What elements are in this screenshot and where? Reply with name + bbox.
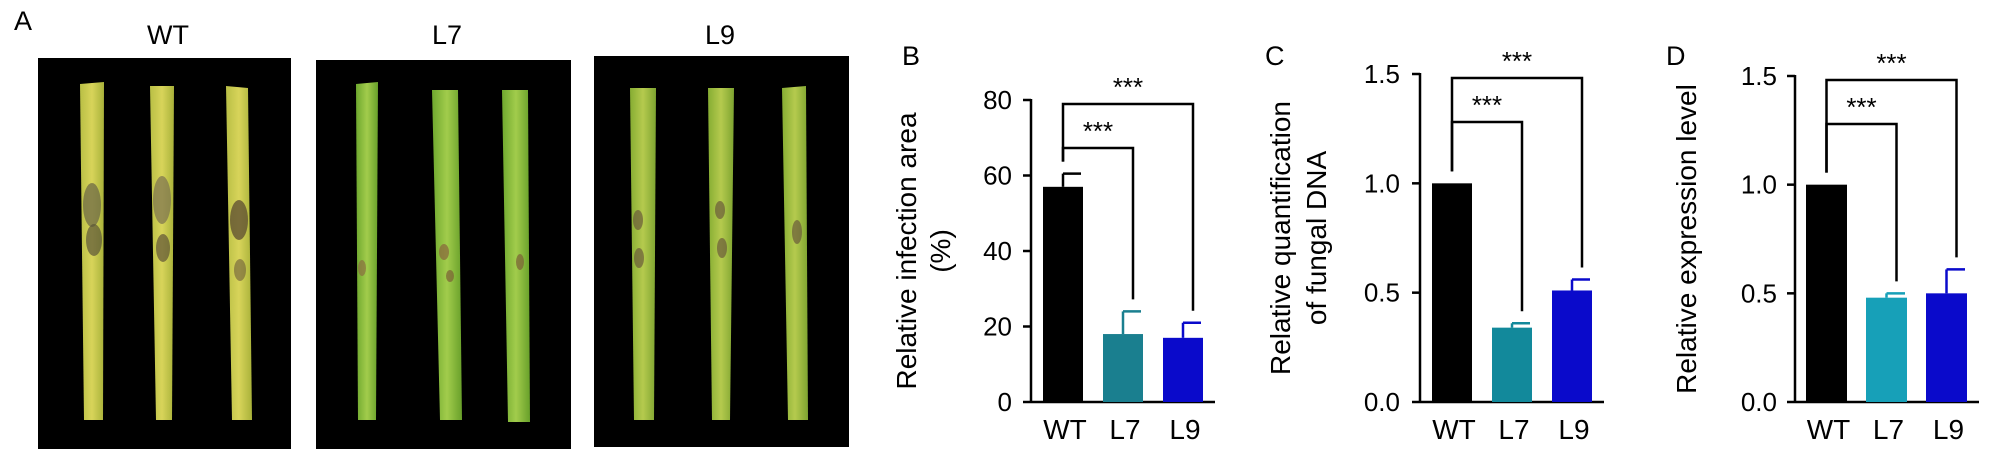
photo-label-l9: L9 [705, 20, 735, 50]
panel-letter: D [1666, 41, 1686, 71]
lesion [153, 176, 171, 224]
x-category-label: L9 [1933, 414, 1964, 445]
x-category-label: WT [1432, 414, 1476, 445]
y-tick-label: 1.5 [1741, 61, 1777, 91]
y-axis-label: Relative expression level [1671, 84, 1702, 394]
significance-label: *** [1083, 116, 1113, 146]
lesion [717, 238, 727, 258]
significance-label: *** [1472, 90, 1502, 120]
bar-l9 [1552, 290, 1592, 402]
panel-letter-a: A [14, 6, 32, 36]
leaf-blade [226, 86, 252, 420]
photo-label-l7: L7 [432, 20, 462, 50]
lesion [634, 248, 644, 268]
lesion [446, 270, 454, 282]
x-category-label: L7 [1873, 414, 1904, 445]
bar-wt [1043, 186, 1083, 402]
significance-bracket [1825, 78, 1958, 258]
leaf-blade [356, 82, 378, 420]
y-tick-label: 1.0 [1364, 168, 1400, 198]
lesion [715, 201, 725, 219]
lesion [234, 259, 246, 281]
bar-wt [1432, 183, 1472, 402]
y-tick-label: 80 [983, 85, 1012, 115]
y-tick-label: 20 [983, 312, 1012, 342]
y-tick-label: 0 [998, 387, 1012, 417]
x-category-label: WT [1043, 414, 1087, 445]
significance-bracket [1450, 76, 1584, 268]
x-category-label: L9 [1558, 414, 1589, 445]
y-tick-label: 0.0 [1741, 387, 1777, 417]
significance-label: *** [1113, 72, 1143, 102]
bar-l9 [1163, 337, 1203, 402]
lesion [439, 244, 449, 260]
bar-l7 [1103, 334, 1143, 402]
y-tick-label: 1.0 [1741, 170, 1777, 200]
chart-c: C 0.0 0.5 1.0 1.5 Relative quantification of f… [1265, 41, 1604, 445]
leaf-blade [502, 90, 530, 422]
x-category-label: L7 [1109, 414, 1140, 445]
lesion [86, 224, 102, 256]
lesion [792, 220, 802, 244]
lesion [516, 254, 524, 270]
y-axis-label: (%) [925, 229, 956, 273]
bar-l7 [1866, 297, 1907, 402]
significance-label: *** [1502, 46, 1532, 76]
significance-bracket [1061, 102, 1195, 311]
bar-l7 [1492, 327, 1532, 402]
leaf-photo-l7 [316, 60, 571, 449]
significance-label: *** [1846, 92, 1876, 122]
chart-b: B 0 20 40 60 80 Relative infection area (%) WT L7… [891, 41, 1215, 445]
lesion [358, 260, 366, 276]
lesion [633, 210, 643, 230]
y-tick-label: 1.5 [1364, 59, 1400, 89]
lesion [83, 183, 101, 227]
leaf-blade [782, 86, 808, 420]
y-tick-label: 60 [983, 161, 1012, 191]
y-axis-label: Relative quantification [1265, 101, 1296, 375]
x-category-label: WT [1807, 414, 1851, 445]
y-tick-label: 40 [983, 236, 1012, 266]
x-category-label: L7 [1498, 414, 1529, 445]
y-axis-label: Relative infection area [891, 112, 922, 389]
bar-l9 [1926, 293, 1967, 402]
leaf-photo-l9 [594, 56, 849, 447]
lesion [230, 200, 248, 240]
photo-label-wt: WT [147, 20, 189, 50]
y-tick-label: 0.5 [1364, 278, 1400, 308]
y-tick-label: 0.5 [1741, 278, 1777, 308]
y-tick-label: 0.0 [1364, 387, 1400, 417]
bar-wt [1806, 184, 1847, 402]
lesion [156, 234, 170, 262]
chart-d: D 0.0 0.5 1.0 1.5 Relative expression level WT… [1666, 41, 1979, 445]
significance-label: *** [1876, 48, 1906, 78]
panel-letter: C [1265, 41, 1285, 71]
x-category-label: L9 [1169, 414, 1200, 445]
panel-letter: B [902, 41, 920, 71]
y-axis-label: of fungal DNA [1301, 151, 1332, 326]
leaf-photo-wt [38, 58, 291, 449]
